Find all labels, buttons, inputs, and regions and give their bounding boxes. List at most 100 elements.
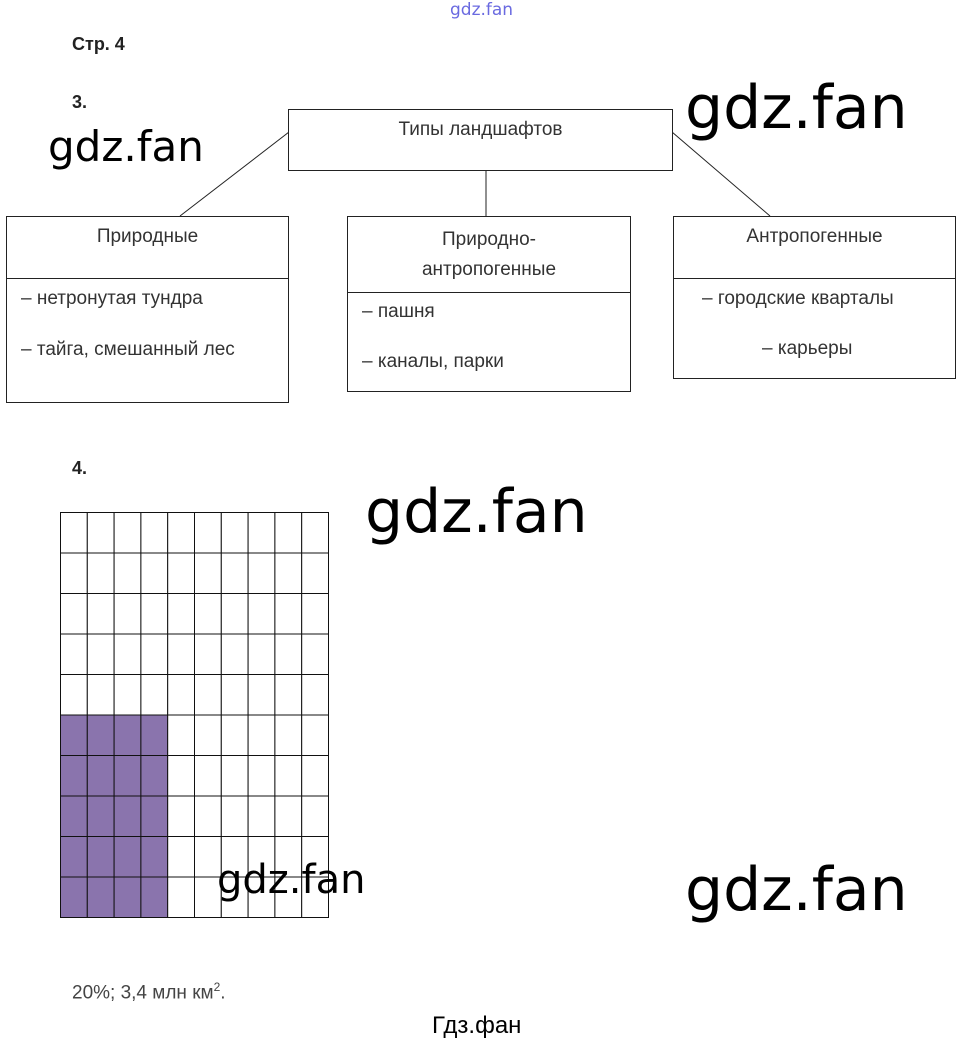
- grid-cell-shaded: [86, 836, 115, 878]
- grid-cell: [194, 512, 222, 554]
- watermark: gdz.fan: [365, 477, 588, 547]
- grid-cell: [113, 633, 142, 675]
- grid-cell: [167, 593, 195, 635]
- grid-cell: [220, 755, 249, 797]
- grid-cell: [301, 714, 329, 756]
- grid-cell: [194, 714, 222, 756]
- grid-cell: [140, 633, 169, 675]
- watermark-footer: Гдз.фан: [432, 1012, 522, 1039]
- grid-cell: [194, 755, 222, 797]
- grid-cell: [167, 674, 195, 716]
- grid-cell: [220, 593, 249, 635]
- grid-cell-shaded: [60, 876, 88, 918]
- grid-cell: [194, 795, 222, 837]
- grid-cell: [194, 674, 222, 716]
- grid-cell: [220, 552, 249, 594]
- grid-cell: [86, 674, 115, 716]
- grid-cell: [167, 795, 195, 837]
- grid-cell: [167, 512, 195, 554]
- grid-cell: [220, 795, 249, 837]
- grid-cell: [274, 674, 303, 716]
- grid-cell: [86, 633, 115, 675]
- branch-title: Антропогенные: [674, 217, 955, 279]
- grid-cell: [247, 674, 276, 716]
- grid-cell: [247, 755, 276, 797]
- grid-cell: [86, 552, 115, 594]
- watermark-top: gdz.fan: [450, 0, 514, 20]
- grid-cell-shaded: [140, 836, 169, 878]
- grid-cell: [140, 674, 169, 716]
- grid-cell: [247, 633, 276, 675]
- grid-cell-shaded: [113, 714, 142, 756]
- grid-cell: [167, 552, 195, 594]
- grid-cell: [301, 674, 329, 716]
- branch-natural: Природные – нетронутая тундра – тайга, с…: [6, 216, 289, 403]
- task4-number: 4.: [72, 458, 88, 478]
- grid-cell: [220, 714, 249, 756]
- grid-cell: [113, 552, 142, 594]
- grid-cell-shaded: [60, 795, 88, 837]
- answer-sup: 2: [213, 980, 221, 994]
- branch-item: – пашня: [362, 301, 435, 322]
- grid-cell: [301, 552, 329, 594]
- branch-anthropogenic: Антропогенные – городские кварталы – кар…: [673, 216, 956, 379]
- grid-cell-shaded: [60, 714, 88, 756]
- grid-cell-shaded: [86, 714, 115, 756]
- watermark: gdz.fan: [685, 73, 908, 143]
- grid-cell: [60, 512, 88, 554]
- watermark: gdz.fan: [48, 122, 204, 171]
- branch-item: – нетронутая тундра: [21, 288, 203, 309]
- grid-cell-shaded: [86, 876, 115, 918]
- branch-item: – карьеры: [762, 338, 853, 359]
- grid-cell: [86, 512, 115, 554]
- grid-cell: [220, 674, 249, 716]
- watermark: gdz.fan: [685, 855, 908, 925]
- grid-cell: [274, 633, 303, 675]
- branch-title: Природно-антропогенные: [348, 217, 630, 293]
- grid-cell: [274, 795, 303, 837]
- branch-mixed: Природно-антропогенные – пашня – каналы,…: [347, 216, 631, 392]
- grid-cell-shaded: [60, 836, 88, 878]
- branch-item: – каналы, парки: [362, 351, 504, 372]
- grid-cell-shaded: [140, 755, 169, 797]
- grid-cell: [194, 633, 222, 675]
- grid-cell-shaded: [60, 755, 88, 797]
- grid-cell: [140, 512, 169, 554]
- grid-cell: [167, 836, 195, 878]
- grid-cell-shaded: [140, 714, 169, 756]
- branch-item: – городские кварталы: [702, 288, 894, 309]
- grid-cell: [113, 593, 142, 635]
- grid-cell-shaded: [86, 795, 115, 837]
- grid-cell: [301, 512, 329, 554]
- grid-cell: [220, 876, 249, 918]
- grid-cell: [247, 714, 276, 756]
- grid-cell: [60, 633, 88, 675]
- grid-cell: [274, 593, 303, 635]
- root-title: Типы ландшафтов: [398, 119, 563, 140]
- grid-cell: [194, 552, 222, 594]
- grid-cell-shaded: [140, 876, 169, 918]
- grid-cell: [113, 512, 142, 554]
- grid-cell: [274, 876, 303, 918]
- grid-cell: [60, 674, 88, 716]
- grid-cell-shaded: [86, 755, 115, 797]
- grid-cell: [301, 593, 329, 635]
- grid-cell: [167, 876, 195, 918]
- grid-cell: [274, 714, 303, 756]
- grid-cell-shaded: [113, 836, 142, 878]
- page-label: Стр. 4: [72, 34, 125, 54]
- grid-cell: [60, 593, 88, 635]
- grid-cell: [247, 552, 276, 594]
- diagram-connectors: [179, 131, 771, 217]
- grid-cell-shaded: [113, 795, 142, 837]
- watermark: gdz.fan: [217, 857, 366, 903]
- grid-cell: [167, 755, 195, 797]
- grid-cell: [220, 512, 249, 554]
- grid-cell: [167, 714, 195, 756]
- branch-title: Природные: [7, 217, 288, 279]
- grid-cell: [274, 512, 303, 554]
- grid-cell: [247, 593, 276, 635]
- grid-cell: [247, 512, 276, 554]
- grid-cell: [274, 755, 303, 797]
